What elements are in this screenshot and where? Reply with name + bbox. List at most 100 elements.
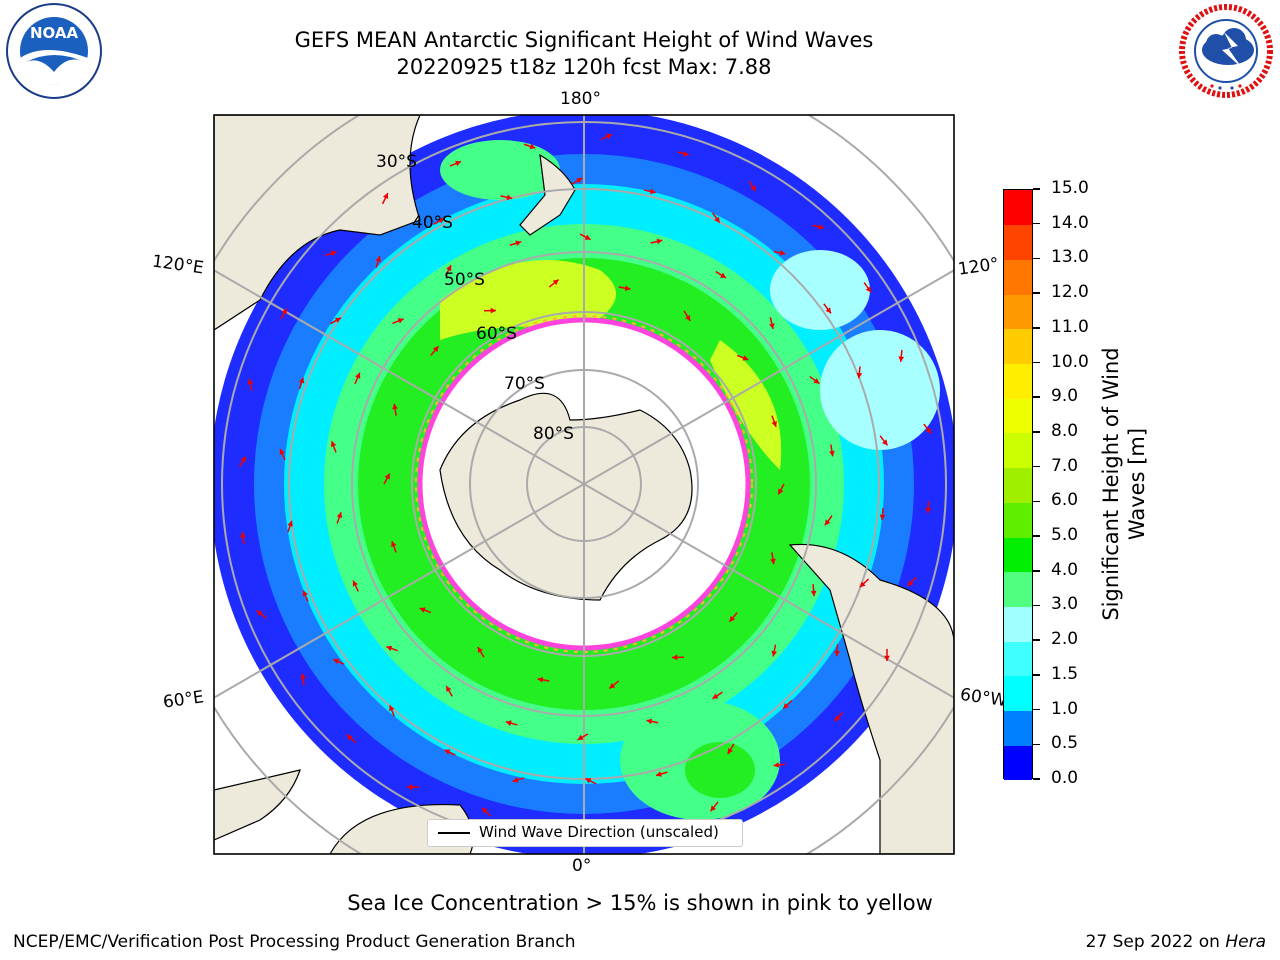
wind-wave-arrowhead (650, 188, 656, 195)
wind-wave-arrowhead (714, 216, 720, 223)
lat-label-30s: 30°S (376, 152, 417, 172)
colorbar-tick-label: 5.0 (1051, 525, 1079, 546)
lat-label-40s: 40°S (412, 213, 453, 233)
colorbar-segment (1004, 641, 1032, 677)
wind-wave-arrowhead (879, 514, 886, 521)
colorbar-segment (1004, 328, 1032, 365)
colorbar-tick-mark (1033, 743, 1040, 746)
wind-wave-arrowhead (455, 160, 462, 167)
wind-wave-arrowhead (392, 403, 398, 410)
map-legend: Wind Wave Direction (unscaled) (427, 819, 743, 847)
wind-wave-arrowhead (865, 286, 872, 293)
wind-wave-arrowhead (515, 240, 522, 247)
wind-wave-arrowhead (646, 718, 653, 725)
colorbar-tick-label: 8.0 (1051, 420, 1079, 441)
colorbar-tick-label: 7.0 (1051, 455, 1079, 476)
wind-wave-arrowhead (720, 272, 727, 278)
colorbar-segment (1004, 294, 1032, 330)
colorbar-tick-mark (1033, 674, 1040, 676)
south-america (788, 543, 954, 854)
colorbar-tick-label: 14.0 (1051, 212, 1089, 233)
colorbar-tick-mark (1033, 500, 1040, 503)
lat-label-80s: 80°S (533, 424, 574, 444)
lat-label-70s: 70°S (504, 374, 545, 394)
wind-wave-arrowhead (346, 734, 353, 741)
colorbar-tick-mark (1033, 396, 1040, 398)
wind-wave-arrowhead (779, 250, 786, 256)
wind-wave-arrowhead (712, 693, 719, 699)
lat-label-50s: 50°S (444, 270, 485, 290)
colorbar-tick-mark (1033, 431, 1040, 433)
australia (214, 115, 421, 331)
wind-wave-arrowhead (302, 590, 309, 597)
legend-label: Wind Wave Direction (unscaled) (479, 823, 719, 841)
wind-wave-arrowhead (490, 307, 496, 314)
colorbar-tick-label: 1.5 (1051, 663, 1079, 684)
colorbar-segment (1004, 745, 1032, 781)
colorbar-segment (1004, 398, 1032, 434)
wind-wave-arrowhead (834, 715, 841, 722)
wind-wave-arrowhead (298, 377, 305, 384)
colorbar-tick-label: 6.0 (1051, 490, 1079, 511)
wind-wave-arrowhead (606, 133, 613, 140)
wind-wave-arrowhead (881, 439, 888, 446)
wind-wave-arrowhead (247, 378, 254, 385)
wind-wave-arrowhead (240, 532, 246, 538)
legend-line-swatch (438, 832, 470, 834)
colorbar-segment (1004, 363, 1032, 399)
colorbar-segment (1004, 502, 1032, 538)
wind-wave-arrowhead (446, 685, 452, 692)
wind-wave-arrowhead (729, 615, 736, 622)
colorbar-tick-mark (1033, 361, 1040, 364)
wind-wave-arrowhead (419, 607, 426, 613)
map-frame (213, 114, 955, 855)
colorbar-tick-mark (1033, 327, 1040, 329)
wind-wave-arrowhead (477, 646, 483, 653)
wind-wave-arrowhead (389, 705, 395, 712)
colorbar-label-line1: Significant Height of Wind (1099, 347, 1123, 621)
wind-wave-arrowhead (355, 372, 361, 379)
colorbar-segment (1004, 675, 1032, 712)
wind-wave-arrowhead (813, 378, 820, 384)
colorbar-tick-label: 15.0 (1051, 178, 1089, 198)
wind-wave-arrowhead (859, 581, 866, 588)
sea-ice-caption: Sea Ice Concentration > 15% is shown in … (347, 891, 933, 915)
colorbar-tick-mark (1033, 257, 1040, 260)
lon-label-180: 180° (560, 89, 601, 109)
madagascar (214, 769, 301, 841)
colorbar-tick-label: 0.0 (1051, 768, 1079, 788)
wind-wave-arrowhead (240, 456, 246, 463)
wind-wave-arrowhead (818, 224, 824, 230)
lat-label-60s: 60°S (476, 324, 517, 344)
colorbar-tick-mark (1033, 778, 1040, 780)
colorbar-tick-mark (1033, 639, 1040, 641)
wind-wave-arrowhead (584, 234, 591, 240)
colorbar-tick-label: 12.0 (1051, 282, 1089, 303)
colorbar-tick-label: 10.0 (1051, 351, 1089, 372)
wind-wave-arrowhead (397, 318, 404, 324)
colorbar (1003, 189, 1033, 781)
colorbar-segment (1004, 467, 1032, 503)
wind-wave-arrowhead (552, 279, 559, 286)
colorbar-segment (1004, 571, 1032, 607)
colorbar-tick-label: 2.0 (1051, 629, 1079, 650)
wind-wave-arrowhead (300, 673, 306, 680)
wind-wave-arrowhead (925, 507, 932, 514)
wind-wave-arrowhead (884, 655, 890, 661)
footer-branch: NCEP/EMC/Verification Post Processing Pr… (13, 932, 576, 952)
wind-wave-arrowhead (770, 558, 776, 565)
wind-wave-arrowhead (829, 450, 835, 457)
chart-title: GEFS MEAN Antarctic Significant Height o… (294, 28, 874, 52)
wind-wave-arrowhead (287, 520, 293, 527)
colorbar-tick-mark (1033, 222, 1040, 225)
wind-wave-arrowhead (330, 441, 337, 448)
wind-wave-arrowhead (825, 307, 832, 314)
colorbar-tick-label: 0.5 (1051, 733, 1079, 754)
footer-date-text: 27 Sep 2022 on (1085, 932, 1226, 952)
colorbar-segment (1004, 224, 1032, 260)
new-zealand (519, 153, 576, 236)
wind-wave-arrowhead (386, 645, 393, 652)
wind-wave-arrowhead (656, 238, 663, 245)
colorbar-tick-mark (1033, 292, 1040, 294)
